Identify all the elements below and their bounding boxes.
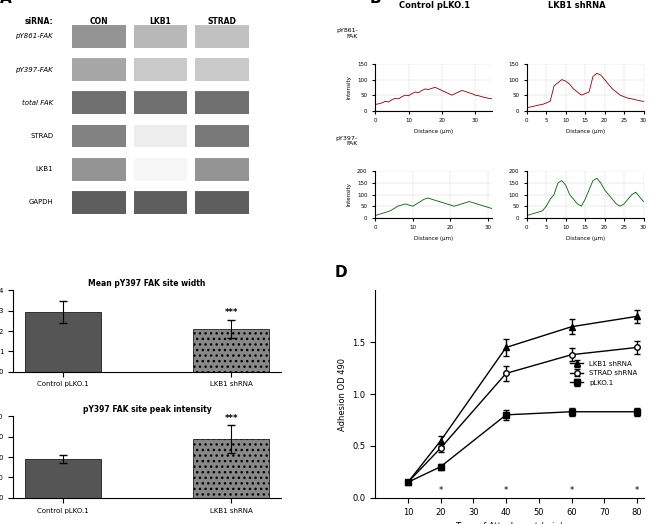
X-axis label: Time of Attachment (min): Time of Attachment (min) [455, 522, 564, 524]
Bar [134, 125, 187, 147]
Text: STRAD: STRAD [208, 17, 237, 26]
Text: LKB1 shRNA: LKB1 shRNA [547, 2, 605, 10]
Text: *: * [569, 486, 574, 495]
X-axis label: Distance (μm): Distance (μm) [566, 129, 604, 134]
Text: LKB1: LKB1 [150, 17, 172, 26]
Title: Mean pY397 FAK site width: Mean pY397 FAK site width [88, 279, 206, 288]
Text: *: * [504, 486, 508, 495]
Bar [194, 439, 269, 498]
Bar [72, 25, 125, 48]
Bar [196, 191, 249, 214]
Bar [134, 25, 187, 48]
Text: total FAK: total FAK [22, 100, 53, 106]
Bar [196, 158, 249, 181]
Text: A: A [0, 0, 11, 6]
Text: pY397-FAK: pY397-FAK [16, 67, 53, 73]
Bar [134, 91, 187, 114]
Text: pY397-
FAK: pY397- FAK [335, 136, 358, 146]
Legend: LKB1 shRNA, STRAD shRNA, pLKO.1: LKB1 shRNA, STRAD shRNA, pLKO.1 [567, 358, 640, 389]
Bar [72, 91, 125, 114]
Text: siRNA:: siRNA: [25, 17, 53, 26]
Y-axis label: Intensity: Intensity [346, 182, 352, 206]
Bar [196, 91, 249, 114]
Bar [72, 158, 125, 181]
X-axis label: Distance (μm): Distance (μm) [414, 129, 453, 134]
Text: CON: CON [90, 17, 108, 26]
Text: pY861-FAK: pY861-FAK [16, 34, 53, 39]
Bar [134, 58, 187, 81]
Bar [194, 329, 269, 372]
Text: GAPDH: GAPDH [29, 199, 53, 205]
Bar [196, 58, 249, 81]
Text: pY861-
FAK: pY861- FAK [336, 28, 358, 39]
Bar [196, 25, 249, 48]
Bar [72, 58, 125, 81]
X-axis label: Distance (μm): Distance (μm) [566, 236, 604, 241]
Text: ***: *** [224, 308, 238, 317]
Bar [196, 125, 249, 147]
Y-axis label: Adhesion OD 490: Adhesion OD 490 [338, 357, 347, 431]
Text: D: D [335, 265, 348, 280]
Bar [72, 125, 125, 147]
Text: B: B [370, 0, 382, 6]
Text: Control pLKO.1: Control pLKO.1 [398, 2, 470, 10]
X-axis label: Distance (μm): Distance (μm) [414, 236, 453, 241]
Text: ***: *** [224, 413, 238, 422]
Title: pY397 FAK site peak intensity: pY397 FAK site peak intensity [83, 405, 211, 414]
Text: *: * [635, 486, 639, 495]
Bar [72, 191, 125, 214]
Text: LKB1: LKB1 [36, 166, 53, 172]
Text: *: * [439, 486, 443, 495]
Text: STRAD: STRAD [30, 133, 53, 139]
Bar [25, 312, 101, 372]
Bar [134, 191, 187, 214]
Y-axis label: Intensity: Intensity [346, 75, 352, 100]
Bar [134, 158, 187, 181]
Bar [25, 459, 101, 498]
